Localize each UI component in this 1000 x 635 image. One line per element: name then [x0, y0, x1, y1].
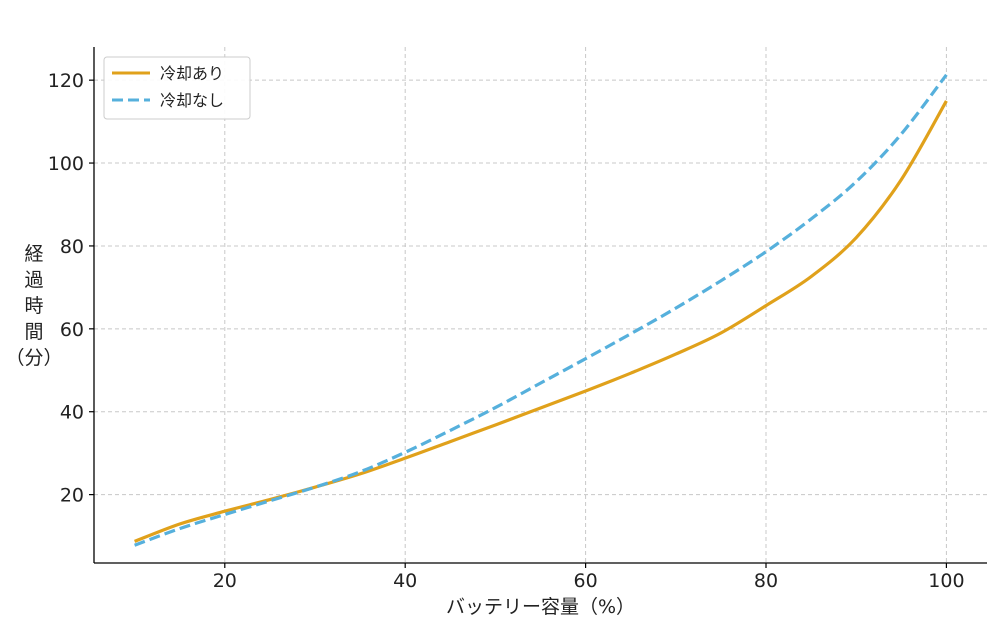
series-line-1 [134, 73, 948, 547]
x-tick-label-80: 80 [754, 570, 778, 592]
series-line-0 [134, 100, 948, 543]
tick-labels: 20 40 60 80 100 20 40 60 80 100 120 [48, 70, 965, 592]
legend-label-uncooled: 冷却なし [160, 91, 224, 110]
x-axis-title: バッテリー容量（%） [446, 596, 635, 618]
x-tick-label-100: 100 [928, 570, 964, 592]
y-axis-title-part-3: 間 [24, 321, 43, 343]
x-tick-label-40: 40 [393, 570, 417, 592]
y-axis-title-part-4: （分） [5, 347, 62, 369]
y-tick-label-120: 120 [48, 70, 84, 92]
x-tick-label-20: 20 [213, 570, 237, 592]
y-axis-title-part-0: 経 [24, 243, 43, 265]
y-tick-label-20: 20 [60, 485, 84, 507]
axes [93, 47, 987, 564]
x-tick-label-60: 60 [574, 570, 598, 592]
legend-label-cooled: 冷却あり [160, 64, 224, 83]
grid-lines [94, 47, 987, 563]
y-axis-title-part-2: 時 [24, 295, 43, 317]
legend: 冷却あり 冷却なし [103, 56, 251, 120]
y-tick-label-60: 60 [60, 319, 84, 341]
series-lines [134, 73, 948, 547]
y-tick-label-40: 40 [60, 402, 84, 424]
y-tick-label-100: 100 [48, 153, 84, 175]
y-axis-title: 経過時間 （分） [5, 243, 62, 369]
y-tick-label-80: 80 [60, 236, 84, 258]
y-axis-title-part-1: 過 [24, 269, 43, 291]
